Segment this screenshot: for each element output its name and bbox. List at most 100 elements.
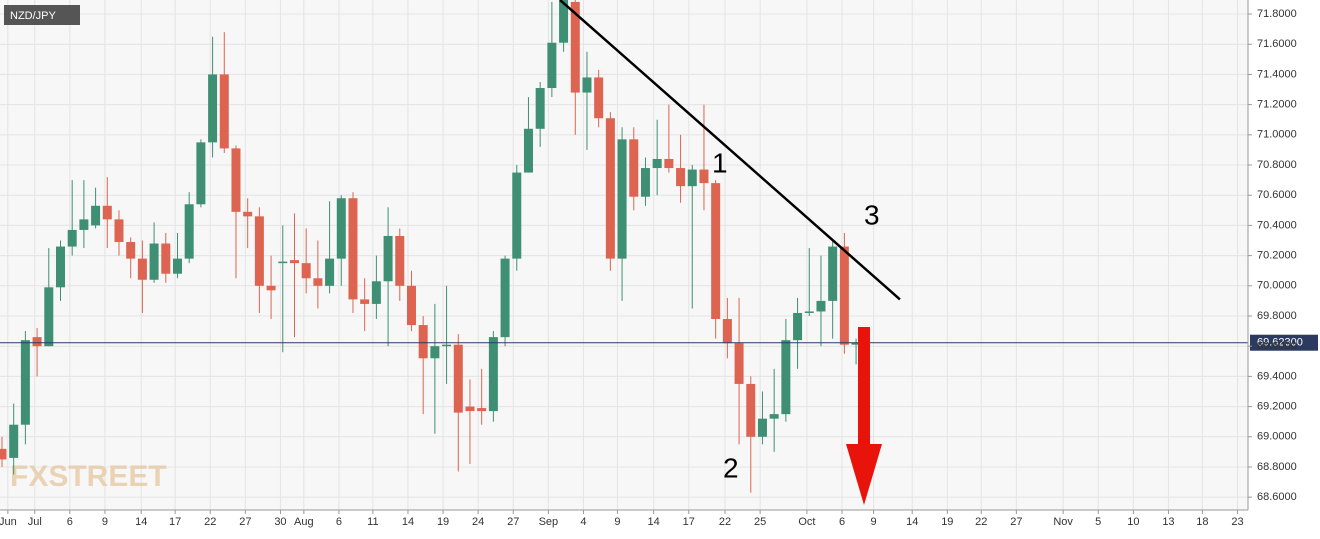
candle-body bbox=[851, 342, 861, 345]
overlay: 69.62300 bbox=[0, 0, 1318, 351]
x-tick-label: 19 bbox=[437, 516, 449, 528]
y-tick-label: 68.6000 bbox=[1257, 491, 1297, 503]
x-tick-label: 30 bbox=[274, 516, 286, 528]
candle-body bbox=[442, 344, 452, 347]
candle-body bbox=[348, 198, 358, 300]
x-tick-label: Jun bbox=[0, 516, 17, 528]
candle-body bbox=[804, 311, 814, 313]
candle-body bbox=[746, 383, 756, 437]
y-tick-label: 70.2000 bbox=[1257, 250, 1297, 262]
candle-body bbox=[266, 285, 276, 291]
candle-body bbox=[629, 139, 639, 197]
x-tick-label: 9 bbox=[102, 516, 108, 528]
candle-body bbox=[161, 243, 171, 274]
candle-body bbox=[828, 246, 838, 301]
candle-body bbox=[488, 337, 498, 412]
candle-body bbox=[816, 300, 826, 312]
y-tick-label: 69.2000 bbox=[1257, 400, 1297, 412]
candle-body bbox=[383, 235, 393, 282]
candle-body bbox=[137, 258, 147, 280]
x-tick-label: 17 bbox=[683, 516, 695, 528]
annotation: 2 bbox=[723, 452, 739, 483]
candle-body bbox=[67, 229, 77, 247]
candle-body bbox=[243, 211, 253, 217]
candle-body bbox=[617, 139, 627, 259]
y-tick-label: 71.6000 bbox=[1257, 38, 1297, 50]
candle-body bbox=[769, 414, 779, 419]
candle-body bbox=[676, 168, 686, 187]
candle-body bbox=[465, 406, 475, 412]
candle-body bbox=[559, 0, 569, 43]
candle-body bbox=[430, 346, 440, 359]
watermark: FXSTREET bbox=[10, 460, 167, 493]
x-tick-label: 23 bbox=[1231, 516, 1243, 528]
x-tick-label: Oct bbox=[798, 516, 815, 528]
x-tick-label: 18 bbox=[1196, 516, 1208, 528]
x-tick-label: 10 bbox=[1127, 516, 1139, 528]
candle-body bbox=[0, 448, 7, 460]
y-tick-label: 71.4000 bbox=[1257, 68, 1297, 80]
candle-body bbox=[149, 243, 159, 280]
annotation: 1 bbox=[712, 147, 728, 178]
y-tick-label: 70.0000 bbox=[1257, 280, 1297, 292]
candle-body bbox=[336, 198, 346, 259]
candle-body bbox=[126, 242, 136, 259]
candle-body bbox=[406, 285, 416, 326]
candle-body bbox=[102, 205, 112, 220]
y-tick-label: 70.4000 bbox=[1257, 219, 1297, 231]
x-tick-label: 24 bbox=[472, 516, 484, 528]
symbol-box bbox=[4, 5, 80, 25]
y-tick-label: 70.6000 bbox=[1257, 189, 1297, 201]
candle-body bbox=[184, 204, 194, 259]
candle-body bbox=[839, 246, 849, 345]
candle-body bbox=[535, 88, 545, 129]
x-tick-label: 9 bbox=[871, 516, 877, 528]
x-tick-label: Nov bbox=[1053, 516, 1073, 528]
x-tick-label: 14 bbox=[906, 516, 918, 528]
x-tick-label: 27 bbox=[1010, 516, 1022, 528]
candle-body bbox=[512, 172, 522, 259]
candle-body bbox=[55, 246, 65, 288]
candle-body bbox=[500, 258, 510, 338]
candle-body bbox=[793, 312, 803, 341]
candle-body bbox=[711, 183, 721, 320]
x-tick-label: 14 bbox=[135, 516, 147, 528]
candle-body bbox=[453, 344, 463, 413]
x-tick-label: Sep bbox=[539, 516, 559, 528]
annotation: 3 bbox=[864, 199, 880, 230]
candle-body bbox=[605, 118, 615, 259]
candle-body bbox=[640, 168, 650, 197]
candle-body bbox=[20, 340, 30, 425]
x-tick-label: 13 bbox=[1162, 516, 1174, 528]
x-tick-label: 6 bbox=[839, 516, 845, 528]
candle-body bbox=[231, 148, 241, 212]
y-tick-label: 69.6000 bbox=[1257, 340, 1297, 352]
candle-body bbox=[652, 158, 662, 169]
y-tick-label: 71.8000 bbox=[1257, 8, 1297, 20]
x-tick-label: Aug bbox=[294, 516, 314, 528]
candle-body bbox=[523, 128, 533, 173]
candle-body bbox=[289, 260, 299, 264]
y-tick-label: 71.2000 bbox=[1257, 99, 1297, 111]
candle-body bbox=[172, 258, 182, 274]
x-tick-label: Jul bbox=[28, 516, 42, 528]
candle-body bbox=[582, 77, 592, 93]
x-tick-label: 14 bbox=[648, 516, 660, 528]
candle-body bbox=[594, 77, 604, 119]
candle-body bbox=[477, 408, 487, 412]
x-tick-label: 9 bbox=[614, 516, 620, 528]
x-tick-label: 27 bbox=[239, 516, 251, 528]
candle-body bbox=[219, 74, 229, 149]
candle-body bbox=[91, 205, 101, 226]
candle-body bbox=[371, 281, 381, 304]
candle-body bbox=[664, 158, 674, 169]
candle-body bbox=[699, 169, 709, 184]
candle-body bbox=[208, 74, 218, 143]
candle-body bbox=[278, 261, 288, 264]
x-tick-label: 17 bbox=[169, 516, 181, 528]
y-tick-label: 70.8000 bbox=[1257, 159, 1297, 171]
x-tick-label: 22 bbox=[975, 516, 987, 528]
candle-body bbox=[196, 142, 206, 205]
candle-body bbox=[757, 418, 767, 437]
